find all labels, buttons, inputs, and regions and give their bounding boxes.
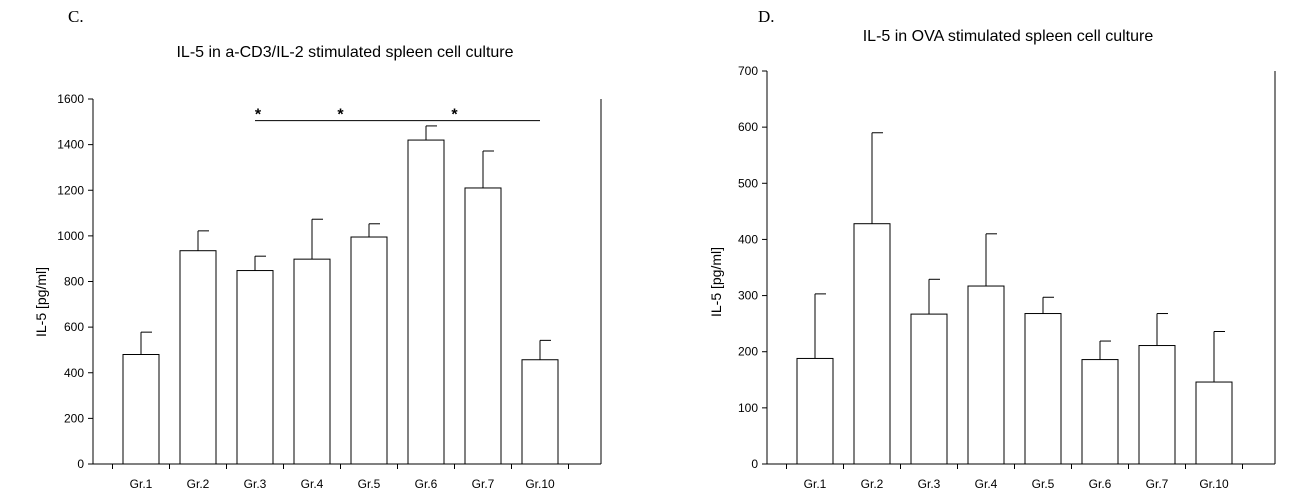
chart-panel-d: D. IL-5 in OVA stimulated spleen cell cu…	[708, 7, 1276, 491]
significance-star: *	[255, 107, 262, 124]
y-tick-label-c: 400	[64, 366, 84, 380]
chart-title-d: IL-5 in OVA stimulated spleen cell cultu…	[863, 28, 1154, 45]
x-tick-label-c: Gr.2	[187, 477, 210, 491]
panel-letter-c: C.	[68, 7, 84, 26]
x-tick-label-c: Gr.1	[130, 477, 153, 491]
x-tick-label-c: Gr.3	[244, 477, 267, 491]
bar-d	[1081, 359, 1119, 465]
bars-d	[796, 132, 1233, 465]
y-tick-label-d: 300	[738, 289, 758, 303]
bar-d	[1195, 381, 1233, 465]
bar-c	[407, 139, 445, 465]
y-tick-label-c: 800	[64, 275, 84, 289]
chart-title-c: IL-5 in a-CD3/IL-2 stimulated spleen cel…	[176, 44, 513, 61]
y-tick-label-c: 1000	[57, 229, 84, 243]
y-tick-label-c: 200	[64, 411, 84, 425]
bar-c	[122, 354, 160, 465]
y-tick-label-d: 400	[738, 232, 758, 246]
y-tick-label-c: 1400	[57, 138, 84, 152]
x-tick-label-d: Gr.5	[1032, 477, 1055, 491]
bar-c	[293, 258, 331, 465]
x-tick-label-c: Gr.7	[472, 477, 495, 491]
y-ticks-d: 0 100 200 300 400 500 600 700	[738, 64, 1243, 471]
y-tick-label-d: 700	[738, 64, 758, 78]
x-tick-label-c: Gr.6	[415, 477, 438, 491]
y-tick-label-d: 600	[738, 120, 758, 134]
bar-c	[236, 270, 274, 465]
bar-d	[853, 223, 891, 465]
y-tick-label-c: 1200	[57, 183, 84, 197]
x-tick-label-d: Gr.6	[1089, 477, 1112, 491]
x-tick-label-d: Gr.3	[918, 477, 941, 491]
x-tick-labels-d: Gr.1 Gr.2 Gr.3 Gr.4 Gr.5 Gr.6 Gr.7 Gr.10	[804, 477, 1229, 491]
bar-d	[1138, 345, 1176, 465]
bar-c	[179, 250, 217, 465]
significance-bracket-c: * * *	[255, 107, 540, 124]
bar-c	[350, 236, 388, 465]
x-tick-label-d: Gr.2	[861, 477, 884, 491]
bar-c	[521, 359, 559, 465]
y-axis-label-d: IL-5 [pg/ml]	[708, 247, 724, 317]
y-tick-label-d: 500	[738, 176, 758, 190]
x-tick-label-d: Gr.10	[1199, 477, 1229, 491]
bar-d	[967, 285, 1005, 465]
panel-letter-d: D.	[758, 7, 775, 26]
bars-c	[122, 125, 559, 465]
x-tick-label-d: Gr.1	[804, 477, 827, 491]
x-tick-labels-c: Gr.1 Gr.2 Gr.3 Gr.4 Gr.5 Gr.6 Gr.7 Gr.10	[130, 477, 555, 491]
bar-d	[1024, 313, 1062, 465]
y-tick-label-d: 100	[738, 401, 758, 415]
significance-star: *	[337, 107, 344, 124]
chart-panel-c: C. IL-5 in a-CD3/IL-2 stimulated spleen …	[33, 7, 602, 491]
y-tick-label-c: 600	[64, 320, 84, 334]
significance-star: *	[451, 107, 458, 124]
bar-c	[464, 187, 502, 465]
x-tick-label-c: Gr.5	[358, 477, 381, 491]
y-tick-label-d: 200	[738, 345, 758, 359]
y-tick-label-c: 1600	[57, 92, 84, 106]
y-tick-label-d: 0	[751, 457, 758, 471]
bar-d	[796, 357, 834, 465]
x-tick-label-d: Gr.7	[1146, 477, 1169, 491]
bar-d	[910, 313, 948, 465]
x-tick-label-c: Gr.10	[525, 477, 555, 491]
y-axis-label-c: IL-5 [pg/ml]	[33, 267, 49, 337]
x-tick-label-d: Gr.4	[975, 477, 998, 491]
y-ticks-c: 0 200 400 600 800 1000 1200 1400 1600	[57, 92, 569, 471]
x-tick-label-c: Gr.4	[301, 477, 324, 491]
y-tick-label-c: 0	[77, 457, 84, 471]
